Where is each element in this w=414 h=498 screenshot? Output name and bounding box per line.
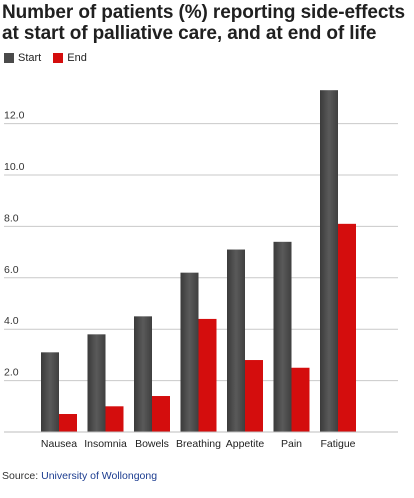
x-tick-label: Breathing	[176, 438, 221, 450]
x-tick-label: Nausea	[41, 438, 77, 450]
bar-end-nausea	[59, 414, 77, 432]
bar-start-nausea	[41, 352, 59, 432]
chart-title: Number of patients (%) reporting side-ef…	[2, 2, 405, 44]
chart-legend: Start End	[4, 52, 99, 64]
source-link[interactable]: University of Wollongong	[41, 470, 158, 482]
bar-start-insomnia	[87, 334, 106, 432]
bar-start-appetite	[227, 249, 245, 432]
legend-label-start: Start	[18, 52, 42, 64]
source-label: Source:	[2, 470, 39, 482]
x-tick-label: Fatigue	[320, 438, 355, 450]
x-tick-label: Appetite	[226, 438, 265, 450]
legend-label-end: End	[67, 52, 87, 64]
y-tick-label: 2.0	[4, 367, 19, 379]
bar-start-bowels	[134, 316, 152, 432]
y-tick-label: 12.0	[4, 110, 25, 122]
bar-end-breathing	[198, 318, 217, 432]
bar-end-pain	[291, 367, 310, 432]
bar-end-bowels	[152, 396, 170, 432]
x-tick-label: Pain	[281, 438, 302, 450]
source-note: Source: University of Wollongong	[2, 470, 157, 482]
legend-item-end: End	[53, 52, 87, 64]
y-tick-label: 8.0	[4, 212, 19, 224]
bar-start-pain	[273, 241, 292, 432]
bar-end-appetite	[245, 360, 263, 432]
x-tick-label: Bowels	[135, 438, 169, 450]
bar-start-breathing	[180, 272, 199, 432]
legend-swatch-end	[53, 53, 64, 63]
bar-start-fatigue	[320, 90, 338, 432]
legend-swatch-start	[4, 53, 14, 63]
gridlines: 2.0 4.0 6.0 8.0 10.0 12.0	[4, 110, 398, 382]
bar-end-fatigue	[338, 223, 356, 432]
legend-item-start: Start	[4, 52, 41, 64]
bar-end-insomnia	[105, 406, 124, 432]
bars	[41, 90, 356, 432]
x-tick-label: Insomnia	[84, 438, 127, 450]
y-tick-label: 4.0	[4, 315, 19, 327]
axes: Nausea Insomnia Bowels Breathing Appetite Pai…	[4, 431, 398, 450]
y-tick-label: 10.0	[4, 161, 25, 173]
y-tick-label: 6.0	[4, 264, 19, 276]
